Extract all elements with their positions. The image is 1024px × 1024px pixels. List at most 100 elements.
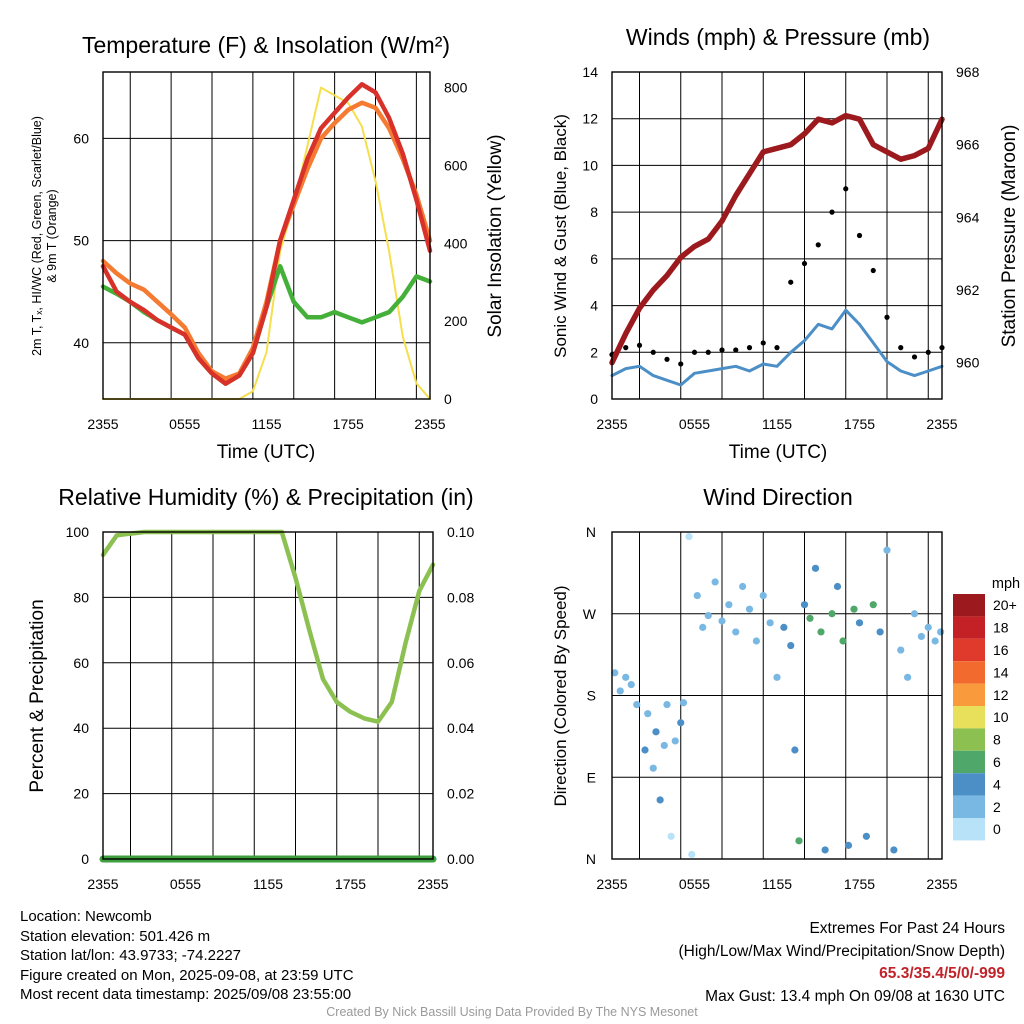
direction-point — [917, 632, 925, 641]
speed-legend-label: 14 — [993, 664, 1009, 680]
winds-sonic-wind-line — [610, 308, 944, 387]
direction-point — [693, 591, 701, 600]
direction-left-axis-label: Direction (Colored By Speed) — [551, 585, 570, 806]
direction-point — [795, 837, 803, 845]
direction-point — [855, 619, 864, 627]
winds-y-tick-label: 2 — [590, 344, 598, 360]
credit-line: Created By Nick Bassill Using Data Provi… — [326, 1005, 698, 1019]
winds-y-tick-label: 6 — [590, 251, 598, 267]
winds-right-axis-label: Station Pressure (Maroon) — [999, 125, 1020, 348]
direction-point — [667, 832, 675, 840]
humidity-title: Relative Humidity (%) & Precipitation (i… — [58, 484, 473, 510]
info-elevation: Station elevation: 501.426 m — [20, 927, 211, 945]
temperature-x-tick-label: 1155 — [251, 416, 281, 432]
winds-x-tick-label: 0555 — [679, 416, 710, 432]
speed-legend-unit: mph — [992, 576, 1020, 592]
direction-y-tick-label: W — [583, 606, 597, 622]
humidity-frame — [102, 531, 434, 860]
direction-point — [616, 687, 624, 695]
speed-legend-swatch — [953, 795, 985, 818]
winds-gust-point — [801, 260, 808, 267]
temperature-title: Temperature (F) & Insolation (W/m²) — [82, 32, 450, 58]
direction-point — [811, 564, 820, 572]
winds-y2-tick-label: 968 — [956, 64, 980, 80]
temperature-x-tick-label: 2355 — [414, 416, 445, 432]
winds-y-tick-label: 12 — [582, 111, 598, 127]
winds-left-axis-label: Sonic Wind & Gust (Blue, Black) — [551, 114, 570, 358]
humidity-y2-tick-label: 0.10 — [447, 524, 474, 540]
temperature-left-axis-label-1: 2m T, Tₓ, HI/WC (Red, Green, Scarlet/Blu… — [30, 116, 44, 356]
direction-y-tick-label: N — [586, 524, 596, 540]
direction-point — [766, 619, 774, 627]
speed-legend-label: 16 — [993, 642, 1009, 658]
speed-legend-label: 8 — [993, 732, 1001, 748]
speed-legend-swatch — [953, 706, 985, 729]
direction-point — [679, 699, 688, 707]
speed-legend-label: 2 — [993, 799, 1001, 815]
speed-legend-swatch — [953, 638, 985, 662]
winds-gust-point — [884, 314, 890, 320]
direction-point — [718, 617, 726, 625]
direction-title: Wind Direction — [703, 484, 853, 510]
speed-legend-label: 0 — [993, 821, 1001, 837]
winds-x-tick-label: 1755 — [844, 416, 875, 432]
speed-legend-swatch — [953, 750, 985, 774]
speed-legend-label: 4 — [993, 776, 1001, 792]
speed-legend-swatch — [953, 683, 985, 706]
direction-point — [652, 728, 660, 736]
direction-point — [649, 764, 657, 772]
info-latlon: Station lat/lon: 43.9733; -74.2227 — [20, 947, 242, 964]
temperature-y2-tick-label: 400 — [444, 235, 468, 251]
direction-point — [897, 646, 905, 654]
winds-gust-point — [870, 267, 876, 274]
extremes-values: 65.3/35.4/5/0/-999 — [879, 965, 1005, 982]
direction-panel: Wind Direction Direction (Colored By Spe… — [551, 484, 958, 892]
temperature-frame — [102, 71, 431, 400]
direction-point — [725, 601, 733, 609]
direction-point — [780, 623, 788, 631]
speed-legend-swatch — [953, 773, 985, 796]
direction-point — [671, 737, 679, 745]
temperature-y2-tick-label: 800 — [444, 80, 468, 96]
direction-point — [904, 673, 912, 681]
direction-point — [660, 741, 668, 750]
winds-gust-point — [650, 349, 656, 355]
direction-point — [787, 641, 795, 650]
direction-point — [611, 669, 619, 677]
direction-point — [685, 532, 693, 541]
direction-point — [745, 605, 754, 613]
humidity-y2-tick-label: 0.06 — [447, 655, 474, 671]
temperature-y2-tick-label: 0 — [444, 391, 452, 407]
speed-legend-swatch — [953, 818, 985, 841]
direction-point — [773, 673, 781, 681]
direction-point — [800, 601, 809, 609]
winds-x-tick-label: 1155 — [762, 416, 792, 432]
winds-gust-point — [774, 345, 780, 351]
direction-x-tick-label: 2355 — [596, 876, 627, 892]
humidity-x-tick-label: 0555 — [170, 876, 201, 892]
humidity-y2-tick-label: 0.02 — [447, 786, 474, 802]
direction-point — [890, 846, 898, 854]
direction-point — [869, 601, 877, 609]
winds-gust-point — [815, 242, 821, 248]
winds-y-tick-label: 0 — [590, 391, 598, 407]
direction-point — [663, 700, 671, 709]
speed-legend-label: 12 — [993, 687, 1009, 703]
winds-gust-point — [719, 347, 725, 353]
temperature-x-tick-label: 2355 — [87, 416, 118, 432]
winds-title: Winds (mph) & Pressure (mb) — [626, 24, 930, 50]
winds-gust-point — [856, 232, 863, 239]
direction-point — [924, 623, 932, 631]
direction-point — [688, 850, 696, 859]
direction-point — [656, 796, 664, 804]
direction-x-tick-label: 1755 — [844, 876, 875, 892]
speed-legend-label: 10 — [993, 709, 1009, 725]
direction-x-tick-label: 1155 — [762, 876, 792, 892]
temperature-y-tick-label: 60 — [73, 130, 89, 146]
direction-point — [850, 605, 858, 613]
direction-point — [937, 628, 945, 636]
direction-point — [633, 700, 641, 709]
winds-gust-point — [691, 349, 698, 355]
direction-y-tick-label: S — [587, 688, 596, 704]
